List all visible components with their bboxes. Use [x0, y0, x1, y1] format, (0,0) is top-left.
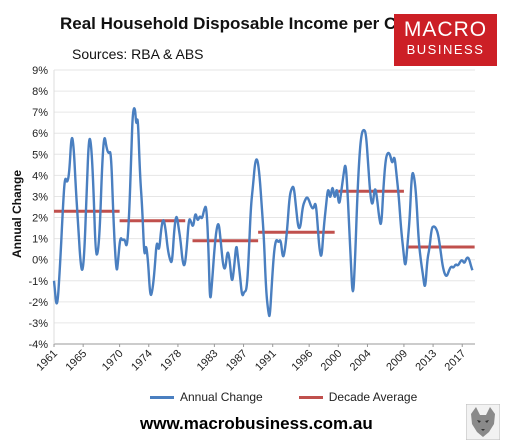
annual-change-line — [52, 107, 474, 318]
y-tick-label: 3% — [32, 191, 48, 203]
legend-annual-change: Annual Change — [150, 390, 263, 404]
x-tick-label: 2013 — [413, 348, 439, 374]
x-tick-label: 1961 — [34, 348, 60, 374]
legend-annual-swatch — [150, 395, 174, 399]
y-tick-label: 8% — [32, 86, 48, 98]
x-tick-label: 2009 — [384, 348, 410, 374]
y-tick-label: 9% — [32, 65, 48, 77]
legend-decade-label: Decade Average — [328, 390, 418, 404]
y-tick-label: -3% — [28, 318, 48, 330]
y-tick-label: 1% — [32, 234, 48, 246]
y-tick-label: 4% — [32, 170, 48, 182]
annual-change-layer — [52, 107, 474, 318]
macrobusiness-logo: MACRO BUSINESS — [394, 14, 497, 66]
y-tick-label: 5% — [32, 149, 48, 161]
x-tick-label: 1974 — [129, 348, 155, 374]
brand-line1: MACRO — [403, 18, 488, 41]
y-tick-label: 0% — [32, 255, 48, 267]
x-tick-label: 1970 — [100, 348, 126, 374]
legend-decade-swatch — [298, 395, 323, 399]
y-tick-label: 6% — [32, 128, 48, 140]
y-tick-label: -1% — [28, 276, 48, 288]
x-tick-label: 2004 — [348, 348, 374, 374]
chart-legend: Annual Change Decade Average — [150, 390, 453, 404]
x-tick-label: 2000 — [319, 348, 345, 374]
brand-line2: BUSINESS — [406, 42, 485, 57]
chart-title: Real Household Disposable Income per Cap… — [60, 14, 436, 33]
y-tick-label: -2% — [28, 297, 48, 309]
y-tick-label: 2% — [32, 213, 48, 225]
x-tick-label: 1965 — [63, 348, 89, 374]
x-tick-label: 1987 — [224, 348, 250, 374]
chart-subtitle: Sources: RBA & ABS — [72, 46, 204, 62]
x-tick-label: 1991 — [253, 348, 279, 374]
footer-url: www.macrobusiness.com.au — [140, 414, 373, 433]
wolf-logo-icon — [466, 404, 500, 440]
x-tick-label: 1983 — [195, 348, 221, 374]
y-tick-label: 7% — [32, 107, 48, 119]
x-tick-label: 1996 — [289, 348, 315, 374]
x-tick-label: 1978 — [158, 348, 184, 374]
y-tick-label: -4% — [28, 339, 48, 351]
x-tick-label: 2017 — [443, 348, 469, 374]
y-axis-label: Annual Change — [10, 170, 24, 258]
legend-decade-average: Decade Average — [298, 390, 418, 404]
grid-layer — [54, 69, 475, 345]
legend-annual-label: Annual Change — [180, 390, 263, 404]
